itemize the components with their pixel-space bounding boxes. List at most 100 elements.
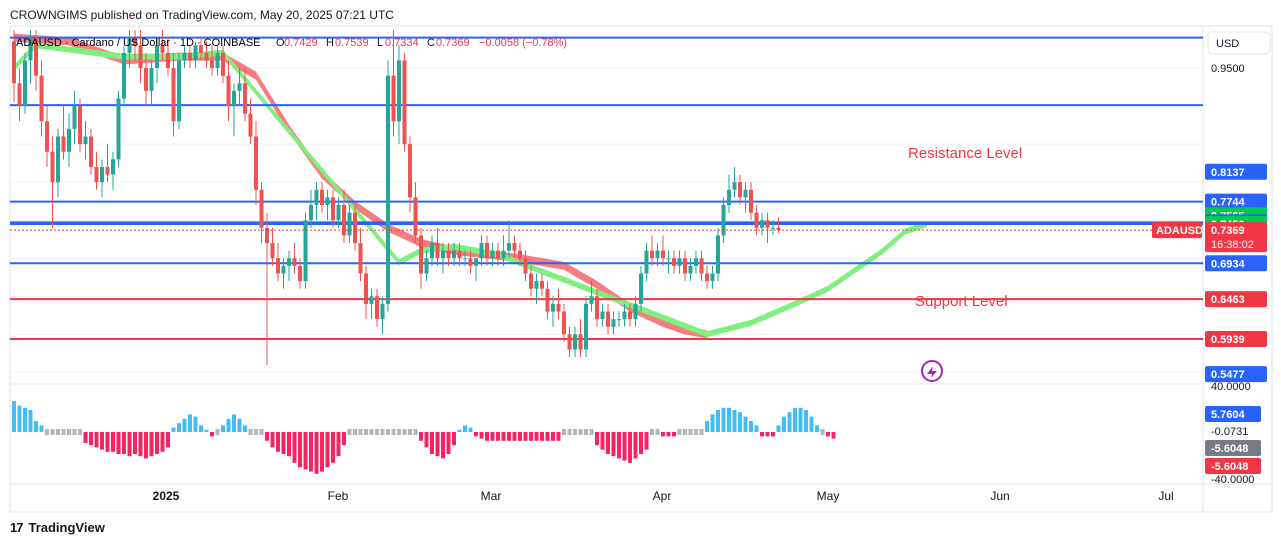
macd-bar — [496, 432, 500, 441]
legend-high-label: H — [326, 37, 334, 49]
macd-bar — [188, 414, 192, 432]
macd-bar — [111, 432, 115, 452]
macd-bar — [89, 432, 93, 446]
macd-bar — [765, 432, 770, 437]
legend-ohlc: O 0.7429 H 0.7539 L 0.7334 C 0.7369 −0.0… — [276, 37, 567, 49]
candle-body — [105, 166, 110, 175]
candle-body — [424, 258, 429, 274]
candle-body — [122, 52, 126, 99]
tradingview-brand[interactable]: 17 TradingView — [10, 520, 105, 535]
current-price-marker[interactable]: ADAUSD 0.7369 16:38:02 — [10, 222, 1267, 253]
candle-body — [358, 243, 363, 274]
candle-body — [622, 311, 627, 320]
candle-body — [589, 296, 594, 304]
horizontal-levels[interactable] — [10, 36, 1203, 340]
candle-body — [633, 303, 638, 320]
candle-body — [556, 303, 561, 312]
tradingview-logo-icon: 17 — [10, 520, 24, 535]
price-axis[interactable]: 0.81370.77440.75650.74710.74500.69340.64… — [1205, 63, 1267, 383]
candle-body — [177, 60, 181, 122]
macd-bar — [342, 432, 346, 446]
current-price-symbol-tag — [1152, 222, 1202, 239]
candle-body — [259, 189, 264, 228]
candle-body — [375, 296, 379, 320]
currency-selector[interactable] — [1207, 31, 1271, 55]
candle-body — [353, 212, 357, 244]
macd-bar — [127, 432, 132, 457]
time-tick-label: Apr — [653, 489, 672, 503]
macd-bar — [507, 432, 511, 441]
macd-bar — [17, 405, 22, 432]
macd-badge — [1205, 458, 1261, 474]
macd-bar — [210, 432, 214, 437]
candle-body — [369, 296, 374, 304]
candle-body — [699, 258, 704, 274]
time-axis[interactable]: 2025 Feb Mar Apr May Jun Jul — [153, 489, 1174, 503]
candle-body — [776, 227, 781, 231]
macd-histogram[interactable]: 40.00005.7604-0.0731-5.6048-5.6048-40.00… — [12, 381, 1261, 486]
candle-body — [523, 258, 528, 274]
macd-bar — [826, 432, 830, 437]
candle-body — [83, 136, 88, 145]
price-badge — [1205, 255, 1267, 272]
macd-bar — [358, 429, 363, 435]
time-tick-label: Feb — [328, 489, 349, 503]
macd-bar — [177, 423, 181, 432]
macd-bar — [699, 429, 704, 435]
candle-body — [710, 273, 715, 282]
candle-body — [573, 334, 577, 350]
price-badge-text: 0.7744 — [1211, 197, 1246, 209]
candle-body — [116, 98, 121, 160]
macd-bar — [281, 432, 286, 454]
currency-label[interactable]: USD — [1216, 38, 1239, 50]
macd-bar — [254, 429, 258, 435]
macd-bar — [265, 432, 269, 441]
price-tick-label: 0.9500 — [1211, 63, 1245, 75]
macd-bar — [331, 432, 335, 463]
macd-bar — [12, 401, 16, 432]
macd-bar — [523, 432, 528, 441]
candle-body — [738, 182, 742, 198]
candle-body — [743, 189, 748, 198]
candle-body — [402, 60, 407, 145]
candle-body — [628, 311, 632, 320]
candle-body — [661, 250, 665, 259]
macd-bar — [320, 432, 324, 472]
candle-body — [232, 90, 236, 107]
candle-body — [397, 60, 401, 122]
candle-body — [507, 243, 511, 251]
macd-bar — [243, 425, 247, 432]
candle-body — [534, 281, 539, 289]
candle-body — [199, 45, 203, 53]
macd-bar — [133, 432, 137, 454]
macd-bar — [809, 416, 814, 432]
macd-bar — [232, 414, 236, 432]
macd-bar — [336, 432, 341, 457]
candle-body — [336, 205, 341, 221]
macd-tick-label: -0.0731 — [1211, 426, 1248, 438]
legend-open-value: 0.7429 — [284, 37, 318, 49]
candle-body — [309, 205, 313, 221]
macd-bar — [298, 432, 302, 468]
replay-icon[interactable] — [921, 360, 943, 382]
candle-body — [171, 68, 176, 122]
price-badge-text: 0.8137 — [1211, 167, 1245, 179]
macd-bar — [716, 410, 720, 432]
macd-bar — [122, 432, 126, 454]
candle-body — [771, 227, 775, 229]
candle-body — [452, 250, 456, 259]
candle-body — [155, 45, 159, 69]
macd-bar — [397, 429, 401, 435]
legend-high-value: 0.7539 — [335, 37, 369, 49]
macd-bar — [804, 410, 808, 432]
candle-body — [408, 144, 412, 198]
candle-body — [325, 197, 330, 205]
time-tick-label: Jun — [990, 489, 1009, 503]
macd-bar — [56, 429, 60, 435]
price-badge — [1205, 163, 1267, 180]
candlestick-series[interactable] — [12, 30, 781, 365]
candle-body — [578, 334, 583, 350]
candle-body — [204, 52, 209, 61]
candle-body — [111, 159, 115, 175]
